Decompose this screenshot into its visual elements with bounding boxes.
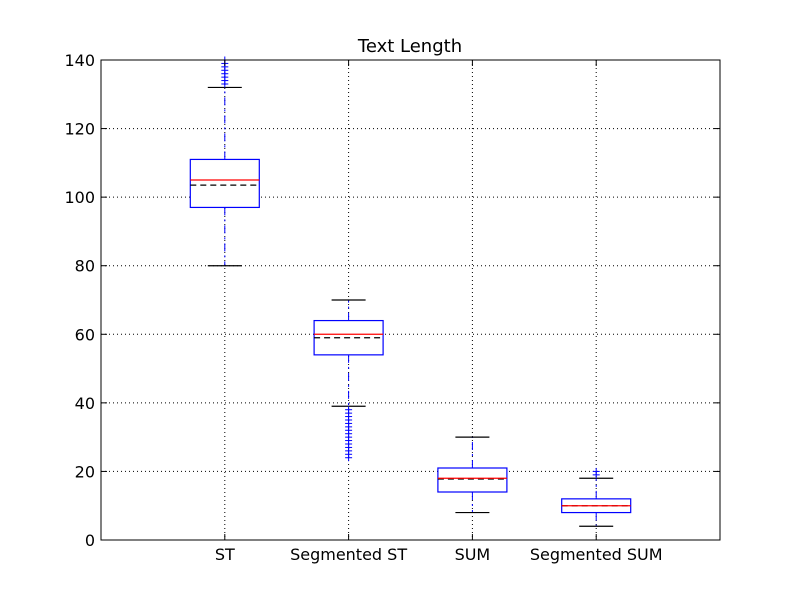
y-tick-label: 40 [75, 394, 95, 413]
box-group-3 [561, 467, 632, 527]
chart-title: Text Length [357, 36, 462, 57]
box-iqr [437, 467, 508, 493]
y-tick-label: 60 [75, 325, 95, 344]
y-tick-label: 120 [64, 120, 95, 139]
plot-frame [100, 59, 721, 541]
y-tick-label: 100 [64, 188, 95, 207]
box-layer [189, 56, 632, 527]
grid-layer [101, 59, 720, 541]
x-tick-label: Segmented SUM [530, 545, 663, 564]
y-tick-label: 140 [64, 51, 95, 70]
box-iqr [189, 158, 260, 209]
box-group-1 [313, 299, 384, 462]
axis-layer: 0 20 40 60 80 100 120 140 ST Segmented ST SUM Segme… [64, 51, 720, 564]
box-group-2 [437, 436, 508, 514]
outlier-marker [592, 467, 600, 475]
y-tick-label: 20 [75, 462, 95, 481]
y-tick-label: 0 [85, 531, 95, 550]
x-tick-label: Segmented ST [290, 545, 407, 564]
x-tick-label: ST [215, 545, 235, 564]
outlier-marker [345, 406, 353, 414]
box-group-0 [189, 56, 260, 267]
y-tick-label: 80 [75, 257, 95, 276]
x-tick-label: SUM [455, 545, 491, 564]
